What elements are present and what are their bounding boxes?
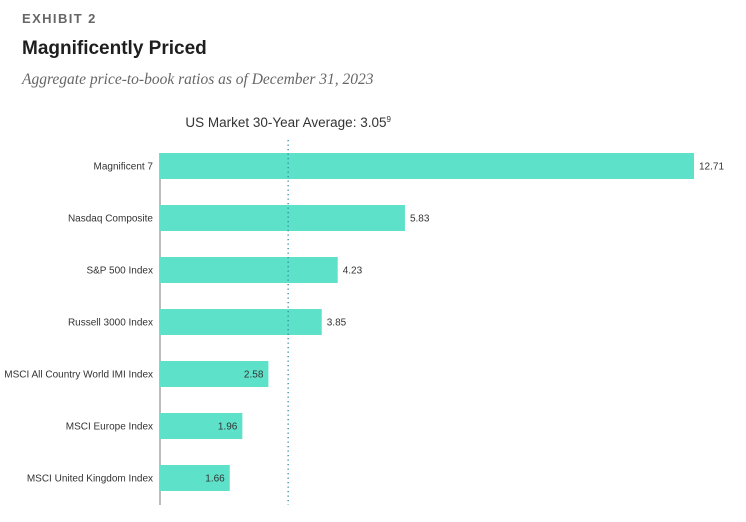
bar: [160, 361, 269, 387]
data-label: 12.71: [699, 162, 724, 173]
reference-line-label-text: US Market 30-Year Average: 3.05: [185, 115, 386, 130]
bar: [160, 257, 338, 283]
bar: [160, 465, 230, 491]
category-label: MSCI Europe Index: [66, 422, 153, 433]
exhibit-label: EXHIBIT 2: [22, 11, 97, 26]
data-label: 1.96: [218, 422, 238, 433]
chart-subtitle: Aggregate price-to-book ratios as of Dec…: [22, 71, 374, 88]
data-label: 3.85: [327, 318, 347, 329]
category-label: S&P 500 Index: [86, 266, 153, 277]
data-label: 4.23: [343, 266, 363, 277]
data-label: 5.83: [410, 214, 430, 225]
bar: [160, 413, 243, 439]
category-label: MSCI United Kingdom Index: [27, 474, 153, 485]
reference-line-label: US Market 30-Year Average: 3.059: [185, 115, 391, 130]
data-label: 1.66: [205, 474, 225, 485]
reference-line-footnote-mark: 9: [386, 115, 391, 124]
bar: [160, 309, 322, 335]
chart-title: Magnificently Priced: [22, 38, 207, 59]
data-label: 2.58: [244, 370, 264, 381]
bar: [160, 153, 694, 179]
category-label: Magnificent 7: [94, 162, 154, 173]
category-label: MSCI All Country World IMI Index: [4, 370, 153, 381]
bar: [160, 205, 405, 231]
category-label: Nasdaq Composite: [68, 214, 153, 225]
category-label: Russell 3000 Index: [68, 318, 153, 329]
